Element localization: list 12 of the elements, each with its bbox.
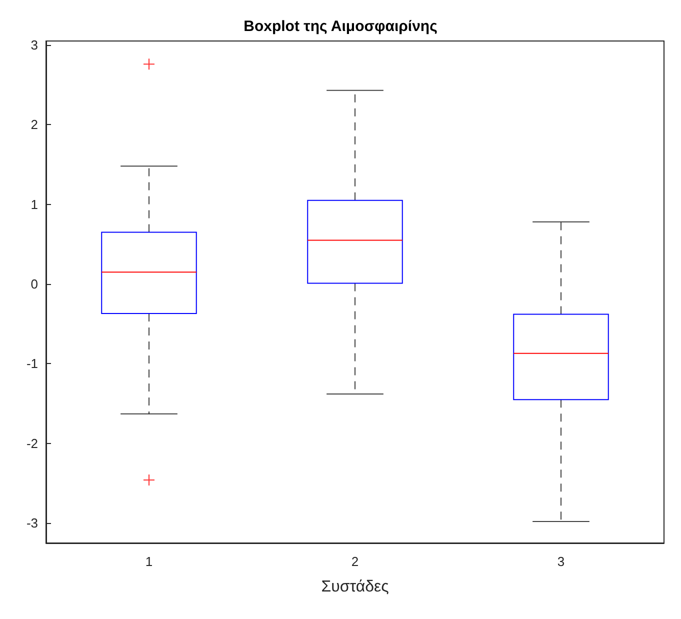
y-tick-label: 0 bbox=[30, 276, 38, 292]
chart-title: Boxplot της Αιμοσφαιρίνης bbox=[244, 18, 438, 35]
y-tick-label: 2 bbox=[30, 117, 38, 132]
x-tick-label: 1 bbox=[145, 554, 153, 569]
y-tick-label: 1 bbox=[30, 196, 38, 212]
x-tick-label: 3 bbox=[557, 554, 565, 569]
x-axis-title: Συστάδες bbox=[321, 578, 390, 596]
x-tick-label: 2 bbox=[351, 554, 359, 569]
y-tick-label: -1 bbox=[26, 356, 38, 372]
y-tick-label: -2 bbox=[26, 436, 38, 451]
y-tick-label: -3 bbox=[26, 516, 38, 531]
y-tick-label: 3 bbox=[30, 37, 38, 52]
